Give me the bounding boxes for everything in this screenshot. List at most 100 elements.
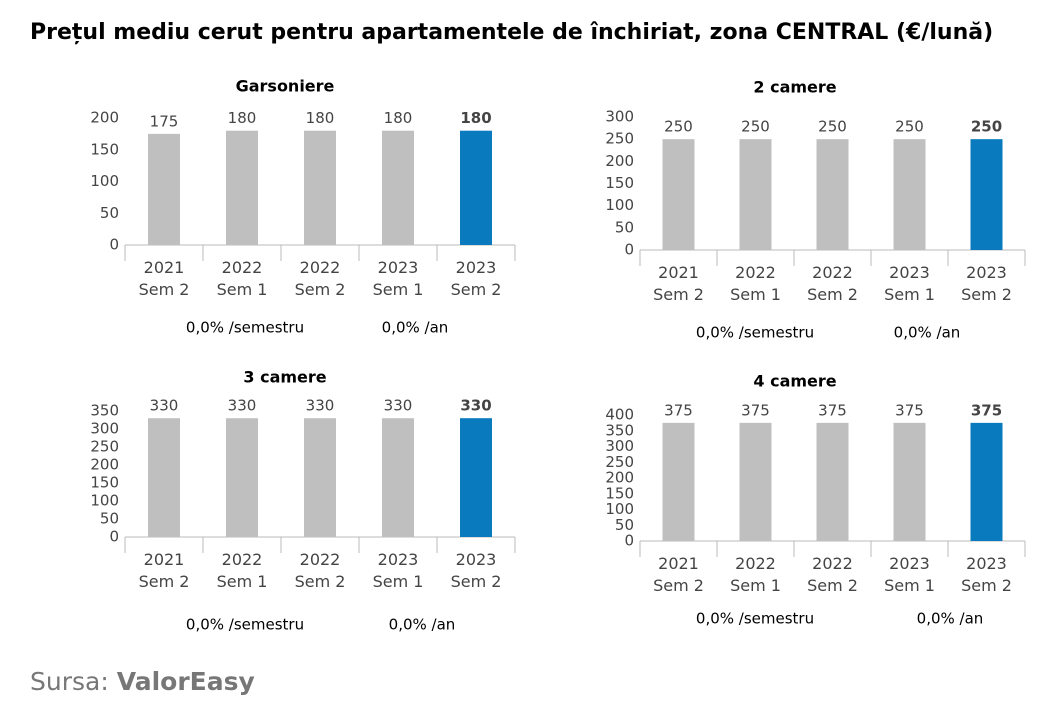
x-tick-label: 2023 Sem 2 [961, 263, 1012, 304]
x-tick-line: Sem 1 [217, 280, 268, 299]
value-label: 375 [741, 401, 770, 419]
annotation: 0,0% /semestru [186, 319, 304, 337]
value-label: 330 [384, 397, 413, 415]
x-tick-label: 2023 Sem 1 [373, 550, 424, 591]
x-tick-line: 2022 [735, 263, 776, 282]
x-tick-line: Sem 2 [139, 572, 190, 591]
y-tick-label: 50 [615, 218, 634, 236]
value-label: 250 [818, 118, 847, 136]
x-tick-line: 2021 [658, 263, 699, 282]
y-tick-label: 50 [100, 510, 119, 528]
value-label: 180 [228, 109, 257, 127]
x-tick-line: 2023 [456, 258, 497, 277]
bar [893, 139, 926, 250]
x-tick-line: Sem 2 [451, 280, 502, 299]
x-tick-line: Sem 2 [295, 572, 346, 591]
x-tick-line: 2022 [812, 263, 853, 282]
y-tick-label: 250 [605, 130, 634, 148]
bar [148, 418, 180, 537]
source-name: ValorEasy [117, 667, 255, 696]
x-tick-label: 2022 Sem 1 [217, 258, 268, 299]
annotation: 0,0% /semestru [696, 324, 814, 342]
y-tick-label: 0 [109, 236, 119, 254]
x-tick-label: 2023 Sem 1 [373, 258, 424, 299]
x-tick-label: 2021 Sem 2 [139, 550, 190, 591]
y-tick-label: 0 [624, 241, 634, 259]
x-tick-label: 2023 Sem 2 [961, 554, 1012, 595]
x-tick-line: Sem 1 [884, 285, 935, 304]
value-label: 250 [895, 118, 924, 136]
bar [226, 130, 258, 245]
y-tick-label: 150 [605, 174, 634, 192]
bar [460, 130, 492, 245]
y-tick-label: 100 [90, 492, 119, 510]
value-label: 180 [384, 109, 413, 127]
annotation: 0,0% /semestru [186, 616, 304, 634]
x-tick-line: Sem 2 [807, 285, 858, 304]
x-tick-line: Sem 2 [807, 576, 858, 595]
y-tick-label: 350 [90, 402, 119, 420]
x-tick-label: 2022 Sem 1 [730, 554, 781, 595]
annotation: 0,0% /an [382, 319, 449, 337]
x-tick-line: 2022 [300, 258, 341, 277]
y-tick-label: 150 [90, 140, 119, 158]
y-tick-label: 150 [605, 484, 634, 502]
x-tick-label: 2023 Sem 2 [451, 258, 502, 299]
annotation: 0,0% /an [917, 610, 984, 628]
value-label: 250 [971, 118, 1002, 136]
x-tick-label: 2022 Sem 2 [807, 554, 858, 595]
bar [460, 418, 492, 537]
x-tick-label: 2023 Sem 2 [451, 550, 502, 591]
y-tick-label: 100 [605, 500, 634, 518]
y-tick-label: 50 [100, 204, 119, 222]
bar [970, 422, 1003, 541]
bar [970, 139, 1003, 250]
bar [816, 422, 849, 541]
value-label: 330 [306, 397, 335, 415]
chart-title: Garsoniere [236, 77, 335, 96]
x-tick-label: 2021 Sem 2 [653, 554, 704, 595]
bar [382, 130, 414, 245]
value-label: 375 [895, 401, 924, 419]
y-tick-label: 300 [605, 108, 634, 126]
x-tick-line: 2022 [222, 258, 263, 277]
x-tick-label: 2023 Sem 1 [884, 263, 935, 304]
y-tick-label: 250 [605, 453, 634, 471]
y-tick-label: 50 [615, 516, 634, 534]
x-tick-line: Sem 2 [961, 285, 1012, 304]
value-label: 375 [664, 401, 693, 419]
y-tick-label: 150 [90, 474, 119, 492]
x-tick-line: Sem 2 [295, 280, 346, 299]
x-tick-line: Sem 1 [373, 280, 424, 299]
value-label: 330 [150, 397, 179, 415]
y-tick-label: 100 [90, 172, 119, 190]
x-tick-line: 2023 [456, 550, 497, 569]
bar [304, 130, 336, 245]
x-tick-line: 2021 [658, 554, 699, 573]
page-title: Prețul mediu cerut pentru apartamentele … [30, 20, 993, 45]
y-tick-label: 300 [605, 437, 634, 455]
x-tick-line: 2022 [222, 550, 263, 569]
value-label: 330 [460, 397, 491, 415]
y-tick-label: 0 [109, 528, 119, 546]
y-tick-label: 200 [605, 469, 634, 487]
x-tick-line: 2023 [966, 554, 1007, 573]
x-tick-line: Sem 1 [730, 576, 781, 595]
x-tick-label: 2022 Sem 1 [730, 263, 781, 304]
y-tick-label: 100 [605, 196, 634, 214]
annotation: 0,0% /an [894, 324, 961, 342]
x-tick-line: 2022 [812, 554, 853, 573]
x-tick-line: 2023 [378, 550, 419, 569]
value-label: 180 [306, 109, 335, 127]
bar [304, 418, 336, 537]
source-label: Sursa: [30, 667, 109, 696]
y-tick-label: 400 [605, 406, 634, 424]
bar [739, 139, 772, 250]
y-tick-label: 200 [605, 152, 634, 170]
value-label: 175 [150, 112, 179, 130]
x-tick-label: 2021 Sem 2 [653, 263, 704, 304]
chart-title: 3 camere [243, 368, 326, 387]
x-tick-line: 2023 [378, 258, 419, 277]
x-tick-line: 2021 [144, 550, 185, 569]
